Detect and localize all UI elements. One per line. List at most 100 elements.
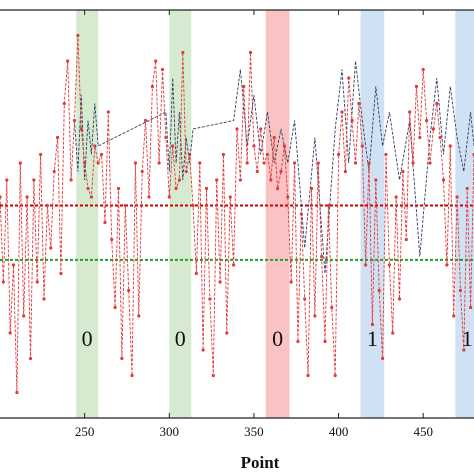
region-labels: 0 0 0 1 1	[82, 326, 473, 351]
data-point	[99, 152, 104, 157]
data-point	[374, 178, 378, 182]
data-point	[397, 297, 402, 301]
data-point	[215, 178, 219, 182]
region-label-3: 1	[367, 326, 378, 351]
x-tick-label: 300	[160, 424, 180, 439]
data-point	[1, 280, 5, 284]
region-band-1	[169, 10, 192, 418]
x-tick-label: 350	[244, 424, 264, 439]
data-point	[55, 135, 60, 140]
data-point	[52, 169, 56, 174]
data-point	[360, 144, 364, 148]
data-point	[32, 178, 36, 182]
data-point	[289, 280, 293, 284]
data-point	[380, 356, 385, 361]
data-point	[66, 59, 70, 63]
data-point	[465, 186, 469, 191]
data-point	[8, 331, 12, 335]
data-point	[238, 178, 242, 182]
region-label-2: 0	[272, 326, 283, 351]
data-point	[49, 246, 53, 250]
data-point	[306, 373, 310, 378]
data-point	[391, 331, 395, 335]
data-point	[140, 169, 144, 174]
data-point	[364, 263, 368, 267]
data-point	[167, 195, 171, 199]
data-point	[303, 297, 307, 301]
data-point	[431, 127, 435, 131]
data-point	[425, 118, 429, 123]
data-point	[76, 33, 80, 38]
data-point	[333, 373, 337, 378]
data-point	[103, 220, 107, 225]
data-point	[45, 203, 50, 208]
data-point	[150, 84, 154, 89]
data-point	[387, 263, 391, 267]
data-point	[262, 161, 266, 165]
data-point	[164, 135, 168, 140]
data-point	[232, 263, 236, 267]
data-point	[5, 178, 9, 182]
data-point	[330, 305, 334, 310]
data-point	[343, 169, 347, 174]
data-point	[18, 161, 22, 165]
data-point	[86, 186, 90, 191]
data-point	[204, 186, 209, 191]
data-point	[438, 135, 442, 140]
data-point	[276, 186, 280, 191]
region-label-4: 1	[462, 326, 473, 351]
data-point	[42, 297, 46, 301]
x-tick-label: 250	[75, 424, 95, 439]
data-point	[320, 254, 324, 259]
data-point	[157, 161, 161, 165]
data-point	[448, 144, 452, 148]
data-point	[408, 110, 412, 114]
data-point	[411, 161, 415, 165]
data-point	[259, 127, 263, 131]
data-point	[235, 127, 239, 131]
data-point	[25, 195, 29, 199]
data-point	[326, 203, 331, 208]
data-point	[370, 322, 375, 327]
x-tick-label: 400	[329, 424, 349, 439]
data-point	[194, 271, 198, 276]
data-point	[127, 288, 131, 293]
data-point	[113, 305, 117, 310]
data-point	[191, 203, 195, 208]
data-point	[255, 169, 259, 174]
data-point	[28, 356, 33, 361]
data-point	[323, 339, 327, 344]
region-band-2	[265, 10, 290, 418]
data-point	[242, 84, 246, 89]
data-point	[394, 195, 398, 199]
data-point	[265, 152, 270, 157]
data-point	[177, 178, 182, 182]
data-point	[35, 280, 39, 284]
x-tick-label: 450	[413, 424, 433, 439]
data-point	[441, 178, 446, 182]
data-point	[458, 288, 463, 293]
data-point	[245, 161, 249, 165]
data-point	[279, 169, 283, 174]
data-point	[316, 161, 320, 165]
highlight-regions	[76, 10, 474, 418]
data-point	[160, 67, 165, 72]
data-point	[79, 127, 83, 131]
region-label-1: 0	[175, 326, 186, 351]
data-point	[282, 144, 286, 148]
data-point	[143, 118, 148, 123]
data-point	[62, 101, 66, 106]
region-band-4	[455, 10, 474, 418]
data-point	[435, 101, 439, 106]
data-point	[59, 271, 63, 276]
data-point	[269, 178, 273, 182]
data-point	[130, 373, 134, 378]
data-point	[377, 288, 381, 293]
data-point	[292, 161, 297, 165]
x-axis-title: Point	[241, 453, 280, 472]
data-point	[221, 152, 226, 157]
region-label-0: 0	[82, 326, 93, 351]
data-point	[225, 331, 229, 335]
data-point	[133, 161, 138, 165]
